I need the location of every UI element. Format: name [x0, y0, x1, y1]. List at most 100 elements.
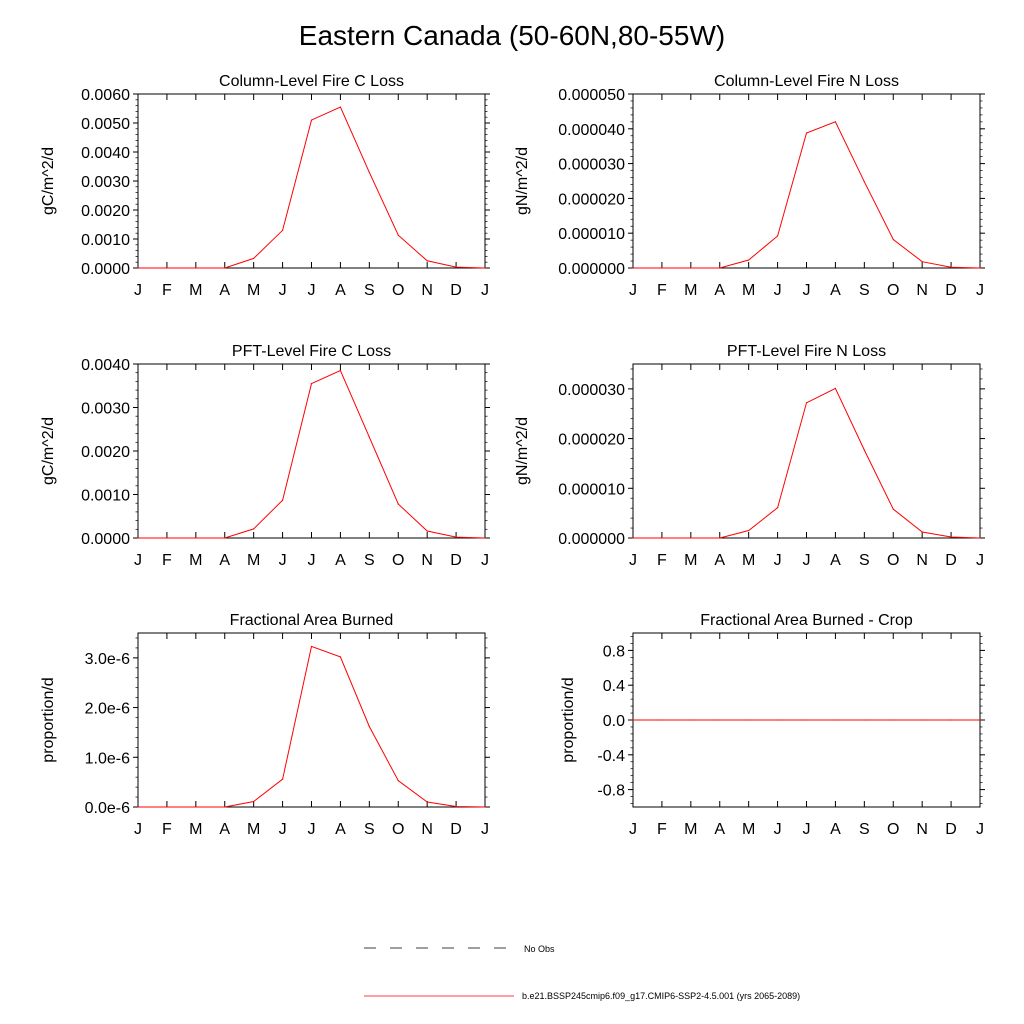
series-point [863, 719, 865, 721]
y-tick-label: 0.0010 [81, 232, 130, 249]
chart-title: PFT-Level Fire N Loss [727, 343, 886, 360]
series-point [748, 259, 750, 261]
plot-frame [632, 363, 981, 539]
series-point [137, 537, 139, 539]
series-point [719, 719, 721, 721]
legend: No Obs b.e21.BSSP245cmip6.f09_g17.CMIP6-… [364, 944, 800, 1001]
series-point [776, 235, 779, 237]
y-tick-label: 0.0000 [81, 261, 130, 278]
y-tick-label: 0.000020 [558, 432, 625, 449]
x-tick-label: S [859, 282, 870, 299]
x-tick-label: O [887, 821, 899, 838]
series-point [892, 508, 894, 510]
y-tick-label: 0.8 [603, 643, 625, 660]
series-point [455, 266, 457, 268]
y-tick-label: 0.000030 [558, 382, 625, 399]
series-point [397, 780, 399, 782]
x-tick-label: A [714, 282, 725, 299]
series-point [484, 806, 486, 808]
x-tick-label: M [189, 552, 202, 569]
x-tick-label: J [308, 282, 316, 299]
y-tick-label: 0.0030 [81, 401, 130, 418]
x-tick-label: J [629, 282, 637, 299]
series-point [397, 503, 399, 505]
y-tick-label: 1.0e-6 [85, 750, 130, 767]
series-point [426, 530, 428, 532]
series-point [253, 528, 255, 530]
y-tick-label: 2.0e-6 [85, 701, 130, 718]
y-tick-label: 0.0010 [81, 488, 130, 505]
x-tick-label: A [714, 552, 725, 569]
chart-title: PFT-Level Fire C Loss [232, 343, 391, 360]
series-point [455, 805, 457, 808]
x-tick-label: J [481, 282, 489, 299]
x-tick-label: J [134, 821, 142, 838]
series-point [397, 234, 399, 236]
series-point [892, 719, 894, 721]
series-point [484, 537, 486, 539]
series-point [166, 806, 168, 808]
series-line [633, 121, 981, 269]
y-tick-label: 0.000040 [558, 122, 625, 139]
x-tick-label: M [189, 821, 202, 838]
x-tick-label: S [364, 821, 375, 838]
x-tick-label: F [162, 821, 172, 838]
series-point [834, 719, 837, 721]
series-point [137, 267, 139, 269]
series-point [195, 806, 197, 808]
x-tick-label: J [481, 821, 489, 838]
y-tick-label: 0.0040 [81, 357, 130, 374]
x-tick-label: A [219, 821, 230, 838]
x-tick-label: D [450, 282, 462, 299]
x-tick-label: O [887, 552, 899, 569]
chart-title: Fractional Area Burned [230, 612, 394, 629]
x-tick-label: J [308, 821, 316, 838]
chart-title: Fractional Area Burned - Crop [700, 612, 913, 629]
x-tick-label: J [279, 552, 287, 569]
series-point [979, 267, 981, 269]
series-point [632, 719, 634, 721]
x-tick-label: A [830, 821, 841, 838]
y-tick-label: 0.0050 [81, 116, 130, 133]
x-tick-label: O [392, 282, 404, 299]
x-tick-label: A [335, 552, 346, 569]
series-point [310, 119, 313, 121]
series-point [310, 382, 313, 385]
x-tick-label: M [247, 821, 260, 838]
y-tick-label: 0.000020 [558, 191, 625, 208]
series-point [339, 369, 342, 372]
series-point [368, 725, 370, 728]
x-tick-label: N [421, 282, 433, 299]
x-tick-label: J [803, 821, 811, 838]
x-tick-label: J [134, 282, 142, 299]
x-tick-label: D [945, 282, 957, 299]
y-tick-label: 0.000010 [558, 226, 625, 243]
chart-panel-6: Fractional Area Burned - Crop proportion/… [560, 612, 985, 838]
legend-label-no-obs: No Obs [524, 944, 555, 954]
x-tick-label: J [774, 282, 782, 299]
series-point [748, 529, 750, 532]
x-tick-label: N [421, 552, 433, 569]
y-axis-label: gC/m^2/d [40, 147, 57, 215]
x-tick-label: M [742, 282, 755, 299]
x-tick-label: F [162, 552, 172, 569]
series-point [455, 536, 457, 538]
y-tick-label: 0.0020 [81, 444, 130, 461]
series-point [776, 507, 779, 509]
series-point [137, 806, 139, 808]
y-tick-label: 0.0020 [81, 203, 130, 220]
series-point [195, 537, 197, 539]
x-tick-label: F [657, 821, 667, 838]
plot-frame [137, 632, 486, 808]
series-point [979, 719, 981, 721]
x-tick-label: J [279, 821, 287, 838]
series-point [484, 267, 486, 269]
x-tick-label: N [916, 552, 928, 569]
y-tick-label: 0.000010 [558, 481, 625, 498]
series-point [661, 719, 663, 721]
series-point [339, 656, 342, 658]
series-point [950, 536, 952, 538]
series-point [834, 121, 837, 123]
